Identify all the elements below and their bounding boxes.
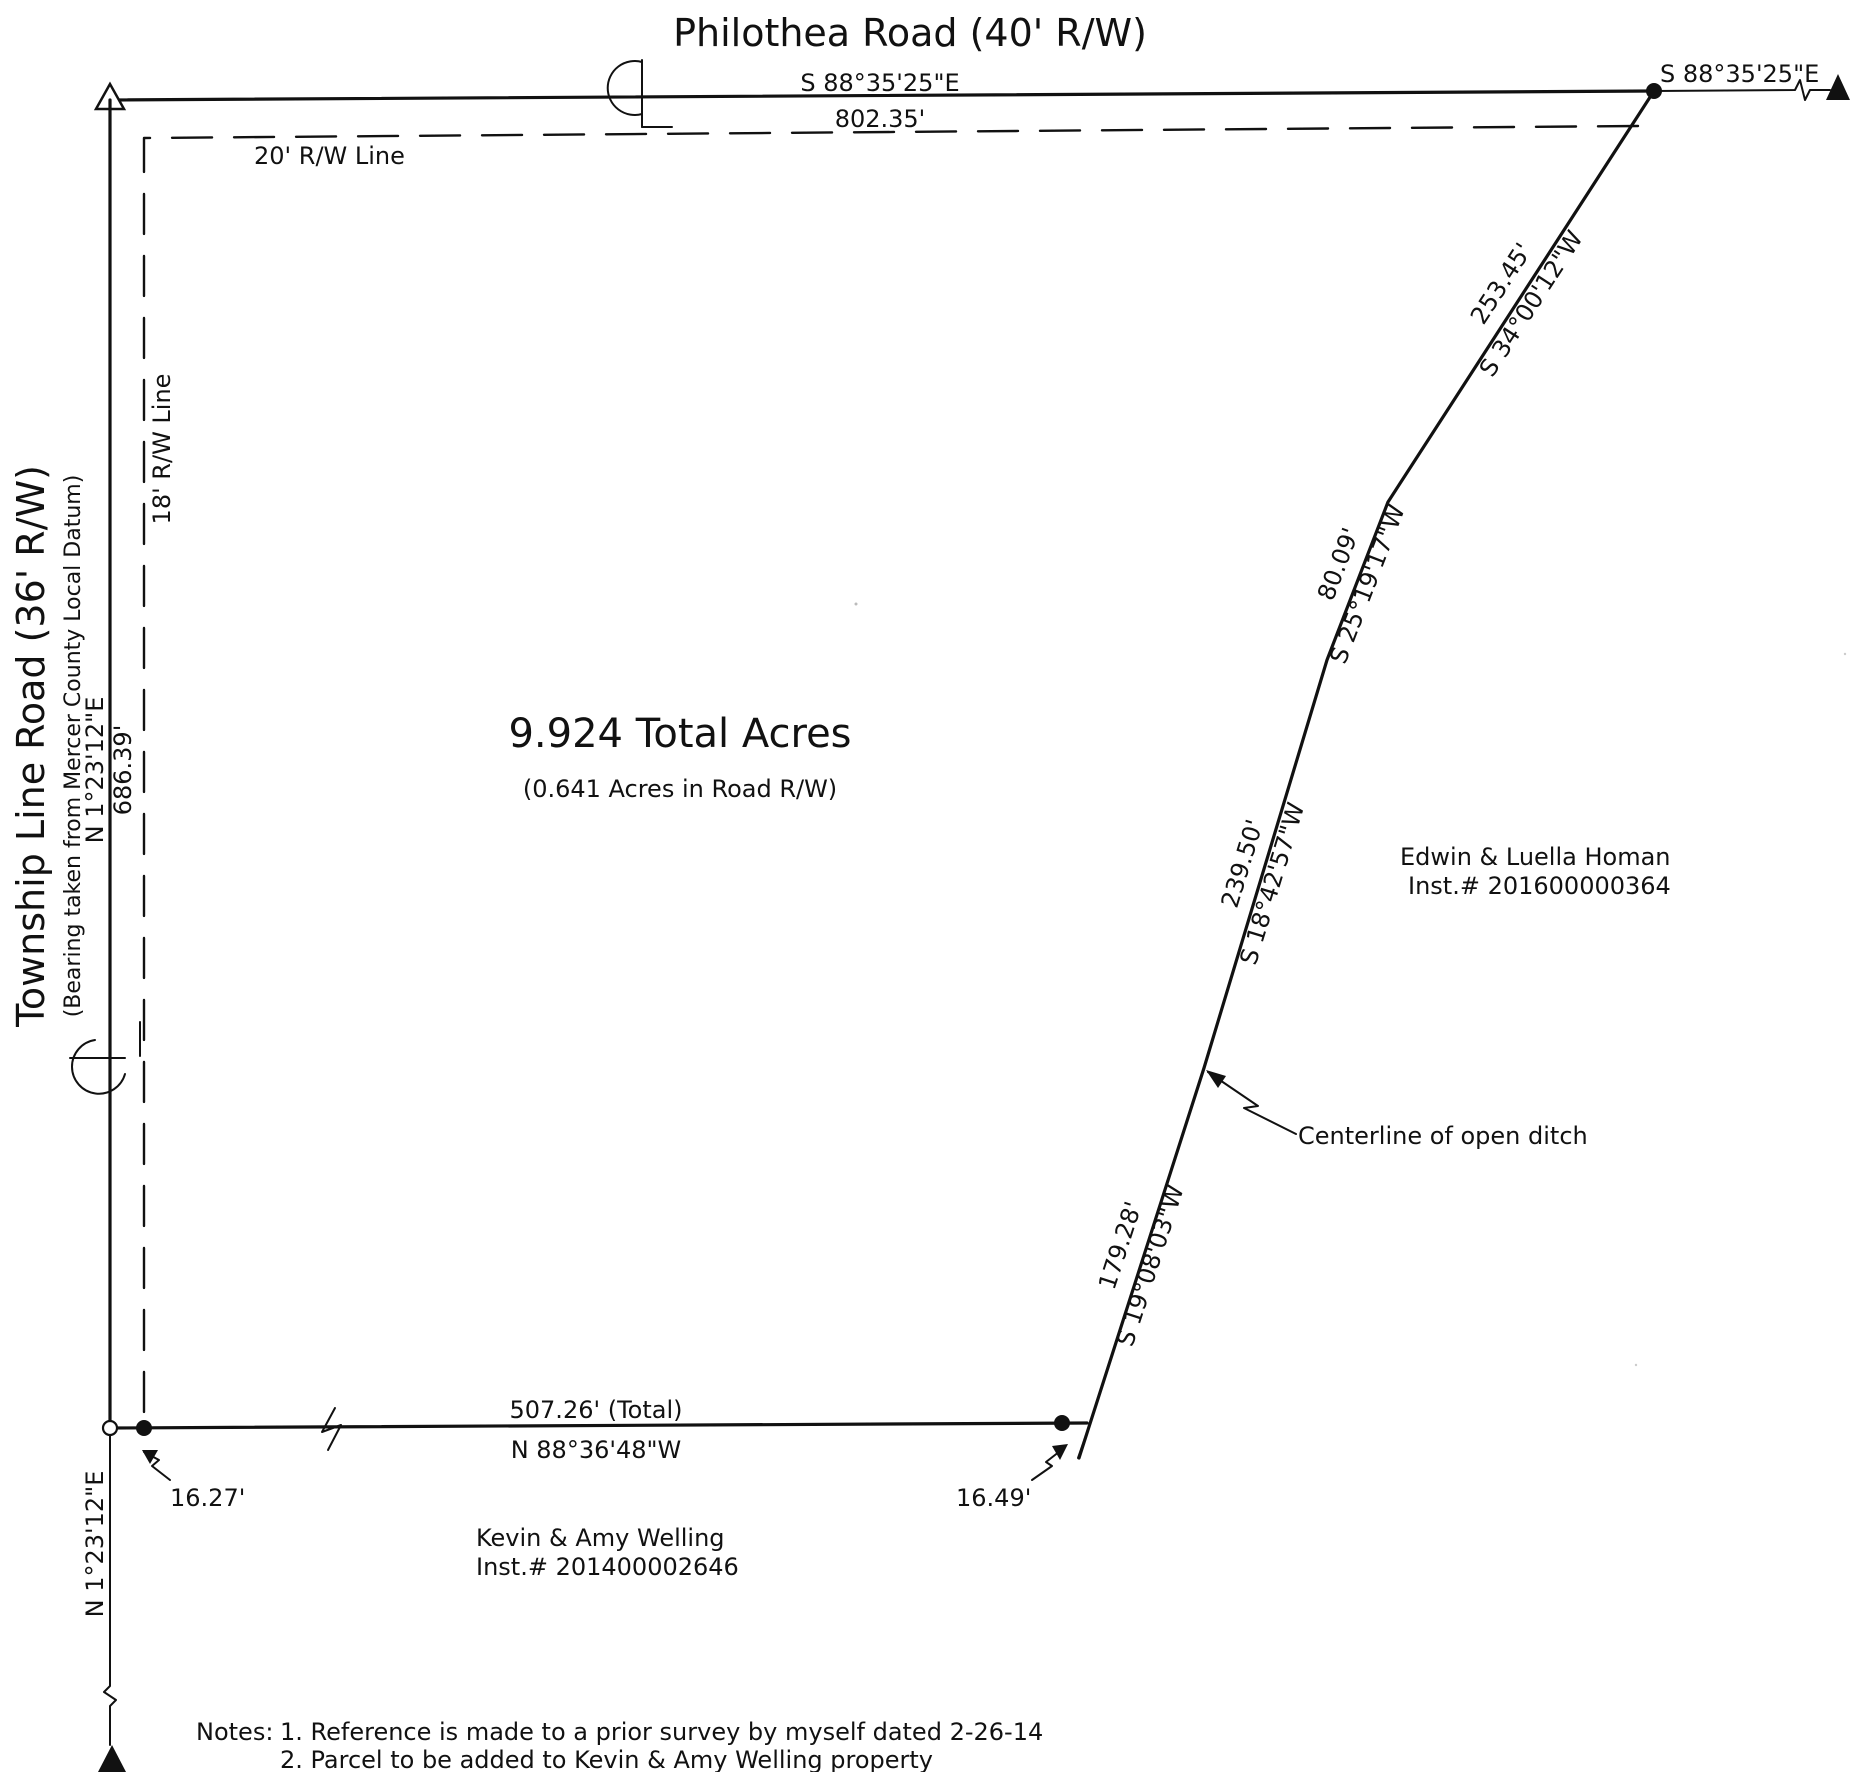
east-offset-arrow-icon <box>1052 1444 1068 1460</box>
west-offset-arrow-icon <box>142 1450 158 1464</box>
east-adjoiner-instrument: Inst.# 201600000364 <box>1408 872 1671 900</box>
note-2: 2. Parcel to be added to Kevin & Amy Wel… <box>280 1746 933 1772</box>
south-monument-triangle-icon <box>98 1745 126 1772</box>
west-extension-bearing-label: N 1°23'12"E <box>81 1471 109 1618</box>
west-road-note: (Bearing taken from Mercer County Local … <box>61 475 86 1018</box>
west-rw-label: 18' R/W Line <box>148 374 176 525</box>
ditch-label: Centerline of open ditch <box>1298 1122 1588 1150</box>
south-adjoiner-name: Kevin & Amy Welling <box>476 1524 725 1552</box>
southwest-corner-point <box>136 1420 152 1436</box>
rw-dashed-line <box>142 124 1640 1422</box>
speck <box>1634 1363 1638 1367</box>
north-centerline-symbol-icon <box>606 59 673 128</box>
note-1: 1. Reference is made to a prior survey b… <box>280 1718 1043 1746</box>
northeast-corner-point <box>1646 83 1662 99</box>
west-centerline-symbol-icon <box>69 1021 141 1095</box>
west-offset-label: 16.27' <box>170 1484 245 1512</box>
west-road-title: Township Line Road (36' R/W) <box>9 465 53 1028</box>
road-rw-acres-label: (0.641 Acres in Road R/W) <box>523 775 837 803</box>
east-adjoiner-name: Edwin & Luella Homan <box>1400 843 1671 871</box>
west-extension-line <box>103 1429 117 1746</box>
southwest-open-point <box>101 1419 119 1437</box>
speck <box>1843 652 1847 656</box>
total-acres-label: 9.924 Total Acres <box>508 711 851 757</box>
south-distance-label: 507.26' (Total) <box>510 1396 683 1424</box>
west-distance-label: 686.39' <box>109 725 137 816</box>
east-offset-label: 16.49' <box>956 1484 1031 1512</box>
north-boundary-line <box>108 89 1656 102</box>
west-bearing-label: N 1°23'12"E <box>81 697 109 844</box>
east-boundary-tail <box>1077 1417 1093 1459</box>
north-bearing-label: S 88°35'25"E <box>800 69 959 97</box>
south-adjoiner-instrument: Inst.# 201400002646 <box>476 1553 739 1581</box>
east-offset-leader-line <box>1031 1447 1065 1481</box>
notes-prefix: Notes: <box>196 1718 273 1746</box>
ditch-leader-arrow-icon <box>1206 1070 1226 1088</box>
southeast-corner-point <box>1054 1415 1070 1431</box>
south-break-mark <box>321 1407 342 1451</box>
speck <box>854 602 858 606</box>
ditch-leader-line <box>1207 1071 1297 1135</box>
south-boundary-line <box>108 1421 1089 1430</box>
north-extension-line <box>1653 79 1831 101</box>
east-boundary-line <box>1077 89 1656 1460</box>
north-distance-label: 802.35' <box>835 105 926 133</box>
north-rw-label: 20' R/W Line <box>254 142 405 170</box>
south-bearing-label: N 88°36'48"W <box>511 1436 682 1464</box>
north-extension-bearing-label: S 88°35'25"E <box>1660 60 1819 88</box>
north-road-title: Philothea Road (40' R/W) <box>673 11 1147 55</box>
east-monument-triangle-icon <box>1826 74 1850 100</box>
